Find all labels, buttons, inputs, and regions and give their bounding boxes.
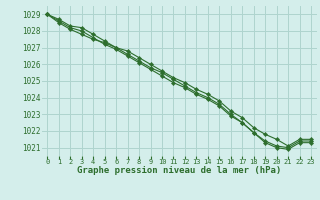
X-axis label: Graphe pression niveau de la mer (hPa): Graphe pression niveau de la mer (hPa) — [77, 166, 281, 175]
